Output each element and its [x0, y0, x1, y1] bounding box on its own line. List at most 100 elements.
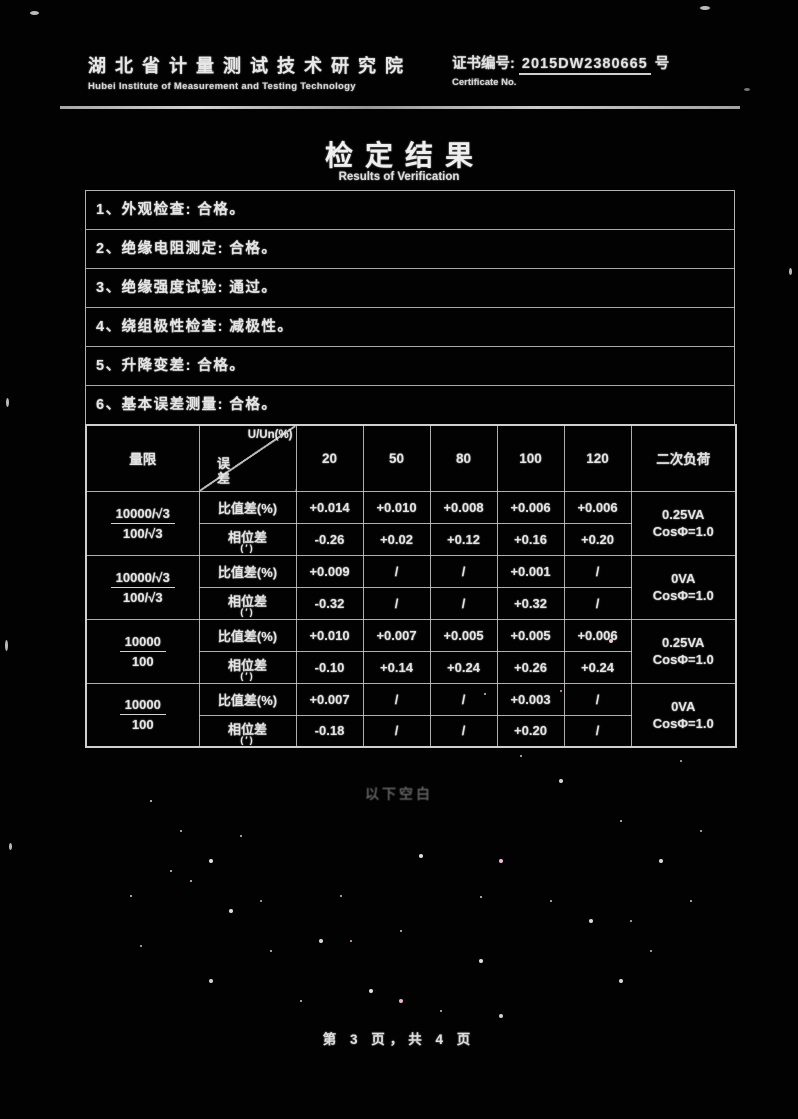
phase-error-label: 相位差 (′) — [198, 586, 297, 620]
list-item: 6、基本误差测量: 合格。 — [86, 386, 734, 425]
ratio-value: +0.006 — [496, 490, 565, 524]
phase-value: / — [362, 586, 431, 620]
range-numerator: 10000 — [119, 697, 166, 716]
page-subtitle: Results of Verification — [338, 171, 460, 183]
range-cell: 10000 100 — [85, 682, 200, 748]
ratio-value: +0.005 — [496, 618, 565, 652]
phase-value: -0.10 — [295, 650, 364, 684]
scan-artifact — [700, 6, 710, 10]
table-row: 10000 100 比值差(%) +0.010 +0.007 +0.005 +0… — [85, 618, 737, 684]
ratio-value: / — [362, 682, 431, 716]
phase-error-label: 相位差 (′) — [198, 714, 297, 748]
table-row: 相位差 (′) -0.32 / / +0.32 / — [86, 586, 736, 620]
range-cell: 10000/√3 100/√3 — [85, 554, 200, 620]
phase-value: +0.16 — [496, 522, 565, 556]
ratio-value: +0.014 — [295, 490, 364, 524]
phase-value: +0.24 — [563, 650, 632, 684]
table-row: 10000 100 比值差(%) +0.007 / / +0.003 / 0VA… — [85, 682, 737, 748]
table-row: 10000/√3 100/√3 比值差(%) +0.009 / / +0.001… — [85, 554, 737, 620]
burden-cos: CosΦ=1.0 — [652, 652, 714, 667]
burden-va: 0.25VA — [662, 507, 705, 522]
ratio-value: / — [563, 554, 632, 588]
ratio-value: +0.008 — [429, 490, 498, 524]
range-cell: 10000 100 — [85, 618, 200, 684]
ratio-value: +0.003 — [496, 682, 565, 716]
scan-artifact — [9, 843, 12, 850]
ratio-value: +0.005 — [429, 618, 498, 652]
ratio-value: +0.007 — [295, 682, 364, 716]
col-header-120: 120 — [563, 424, 632, 492]
burden-cell: 0.25VA CosΦ=1.0 — [630, 618, 737, 684]
phase-value: / — [362, 714, 431, 748]
certificate-number-block: 证书编号: 2015DW2380665 号 Certificate No. — [452, 52, 669, 88]
ratio-value: +0.010 — [362, 490, 431, 524]
blank-below-note: 以下空白 — [365, 786, 433, 802]
ratio-value: / — [429, 682, 498, 716]
list-item: 4、绕组极性检查: 减极性。 — [86, 308, 734, 347]
phase-value: / — [563, 714, 632, 748]
ratio-value: / — [362, 554, 431, 588]
ratio-error-label: 比值差(%) — [198, 618, 297, 652]
page-number: 第 3 页，共 4 页 — [322, 1032, 476, 1047]
ratio-value: +0.007 — [362, 618, 431, 652]
phase-value: / — [429, 714, 498, 748]
burden-cos: CosΦ=1.0 — [652, 715, 714, 731]
ratio-value: / — [563, 682, 632, 716]
scan-artifact — [6, 398, 9, 407]
ratio-value: / — [429, 554, 498, 588]
burden-cell: 0VA CosΦ=1.0 — [630, 682, 737, 748]
burden-va: 0VA — [671, 571, 696, 586]
phase-value: +0.20 — [563, 522, 632, 556]
range-cell: 10000/√3 100/√3 — [85, 490, 200, 556]
certificate-number-line: 证书编号: 2015DW2380665 号 — [452, 52, 670, 75]
range-denominator: 100 — [131, 717, 154, 733]
ratio-error-label: 比值差(%) — [198, 554, 297, 588]
ratio-error-label: 比值差(%) — [198, 490, 297, 524]
phase-value: +0.14 — [362, 650, 431, 684]
table-row: 相位差 (′) -0.18 / / +0.20 / — [86, 714, 736, 748]
col-header-burden: 二次负荷 — [630, 424, 737, 492]
table-row: 相位差 (′) -0.10 +0.14 +0.24 +0.26 +0.24 — [86, 650, 736, 684]
institute-name-en: Hubei Institute of Measurement and Testi… — [88, 81, 356, 92]
col-header-50: 50 — [362, 424, 431, 492]
phase-error-label: 相位差 (′) — [198, 650, 297, 684]
col-header-100: 100 — [496, 424, 565, 492]
burden-cell: 0VA CosΦ=1.0 — [630, 554, 737, 620]
scan-noise — [150, 800, 152, 802]
institute-header: 湖北省计量测试技术研究院 Hubei Institute of Measurem… — [88, 52, 412, 92]
col-header-20: 20 — [295, 424, 364, 492]
page-title: 检定结果 — [324, 140, 485, 171]
range-denominator: 100/√3 — [122, 589, 163, 605]
phase-value: +0.26 — [496, 650, 565, 684]
table-row: 10000/√3 100/√3 比值差(%) +0.014 +0.010 +0.… — [85, 490, 737, 556]
certificate-number-suffix: 号 — [654, 56, 670, 72]
scan-artifact — [789, 268, 792, 275]
range-numerator: 10000 — [119, 634, 166, 652]
range-numerator: 10000/√3 — [110, 570, 175, 588]
header-divider — [60, 106, 740, 109]
range-denominator: 100/√3 — [122, 525, 163, 541]
burden-va: 0VA — [671, 698, 696, 714]
scan-artifact — [744, 88, 750, 91]
diagonal-header-cell: U/Un(%) 误差 — [198, 424, 297, 492]
burden-cos: CosΦ=1.0 — [652, 588, 714, 603]
diagonal-header-bottom: 误差 — [216, 455, 230, 486]
phase-value: +0.24 — [429, 650, 498, 684]
phase-value: -0.32 — [295, 586, 364, 620]
range-denominator: 100 — [131, 653, 154, 669]
list-item: 1、外观检查: 合格。 — [86, 191, 734, 230]
phase-value: -0.26 — [295, 522, 364, 556]
burden-cos: CosΦ=1.0 — [652, 524, 714, 539]
list-item: 2、绝缘电阻测定: 合格。 — [86, 230, 734, 269]
institute-name-cn: 湖北省计量测试技术研究院 — [88, 56, 412, 76]
phase-error-label: 相位差 (′) — [198, 522, 297, 556]
phase-value: -0.18 — [295, 714, 364, 748]
diagonal-header-top: U/Un(%) — [247, 429, 293, 441]
scan-artifact — [5, 640, 8, 651]
ratio-value: +0.006 — [563, 618, 632, 652]
verification-items-list: 1、外观检查: 合格。 2、绝缘电阻测定: 合格。 3、绝缘强度试验: 通过。 … — [85, 190, 735, 425]
certificate-number-value: 2015DW2380665 — [518, 56, 651, 75]
burden-va: 0.25VA — [662, 635, 705, 650]
phase-value: +0.12 — [429, 522, 498, 556]
certificate-number-label: 证书编号: — [452, 56, 515, 72]
